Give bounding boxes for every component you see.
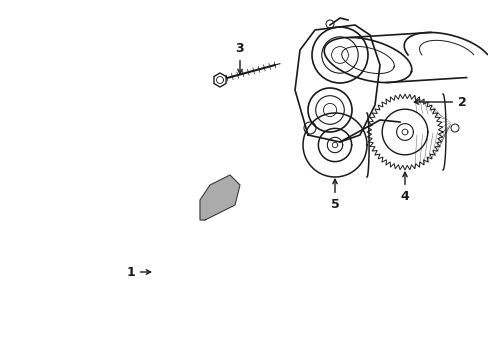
Text: 3: 3 <box>235 42 244 74</box>
Text: 5: 5 <box>330 179 339 211</box>
Polygon shape <box>200 175 240 220</box>
Text: 2: 2 <box>413 95 466 108</box>
Text: 1: 1 <box>126 265 150 279</box>
Text: 4: 4 <box>400 172 408 203</box>
